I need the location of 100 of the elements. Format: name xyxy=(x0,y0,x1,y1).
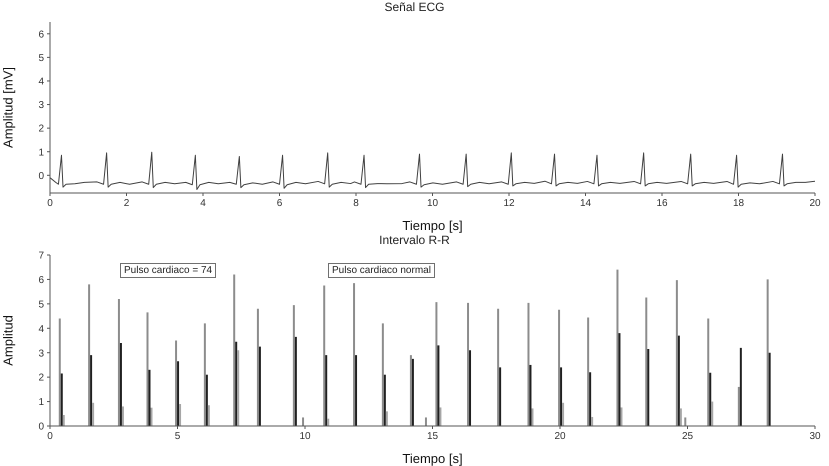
bar xyxy=(62,415,65,426)
x-tick-label: 10 xyxy=(299,431,311,442)
y-tick-label: 5 xyxy=(38,299,44,310)
x-tick-label: 12 xyxy=(503,198,515,210)
bar xyxy=(497,308,500,426)
bar xyxy=(562,402,564,426)
bar xyxy=(531,408,534,426)
bar xyxy=(386,411,388,426)
bar xyxy=(410,355,412,426)
x-tick-label: 4 xyxy=(200,198,206,210)
bar xyxy=(88,284,90,426)
y-tick-label: 0 xyxy=(38,170,44,182)
y-tick-label: 6 xyxy=(38,29,44,40)
bar xyxy=(122,406,124,426)
bar xyxy=(382,323,384,426)
y-axis-title: Amplitud [mV] xyxy=(0,67,16,148)
bar xyxy=(684,417,686,426)
bar xyxy=(58,318,61,426)
y-tick-label: 7 xyxy=(38,250,44,262)
x-tick-label: 6 xyxy=(276,198,283,210)
bar xyxy=(353,283,356,426)
x-axis-title: Tiempo [s] xyxy=(402,218,463,233)
bar xyxy=(204,323,206,426)
bar xyxy=(439,407,442,426)
bar xyxy=(560,367,562,426)
bar xyxy=(424,417,427,426)
bar xyxy=(118,298,120,426)
x-tick-label: 8 xyxy=(353,198,360,210)
x-tick-label: 30 xyxy=(809,431,821,442)
y-tick-label: 1 xyxy=(38,147,44,158)
bar xyxy=(645,298,648,426)
y-tick-label: 5 xyxy=(38,52,44,64)
x-tick-label: 14 xyxy=(580,198,592,210)
bar xyxy=(707,318,710,426)
x-tick-label: 15 xyxy=(426,431,438,442)
bar xyxy=(120,342,122,426)
bar xyxy=(768,352,771,426)
bar xyxy=(384,374,386,426)
bar xyxy=(258,346,261,426)
bar xyxy=(235,342,238,426)
bar xyxy=(208,405,210,426)
bar xyxy=(294,336,297,426)
bar xyxy=(233,274,236,426)
bar xyxy=(148,370,150,426)
annotation: Pulso cardiaco normal xyxy=(328,263,435,278)
bar xyxy=(620,407,622,426)
bar xyxy=(738,386,740,426)
annotation: Pulso cardiaco = 74 xyxy=(120,263,216,278)
x-tick-label: 2 xyxy=(124,198,130,210)
bar xyxy=(587,318,590,426)
x-tick-label: 20 xyxy=(554,431,566,442)
x-tick-label: 0 xyxy=(47,198,54,210)
bar xyxy=(680,408,682,426)
chart-title: Intervalo R-R xyxy=(378,233,451,249)
x-tick-label: 10 xyxy=(426,198,438,210)
bar xyxy=(740,348,742,426)
y-tick-label: 3 xyxy=(38,348,44,360)
bar xyxy=(323,286,326,426)
bar xyxy=(618,333,620,426)
bar xyxy=(435,302,438,426)
bar xyxy=(616,270,618,426)
bar xyxy=(292,305,295,426)
y-tick-label: 3 xyxy=(38,100,44,112)
bar xyxy=(179,404,182,426)
line-series xyxy=(50,152,815,190)
bar xyxy=(766,279,769,426)
bar xyxy=(711,402,714,426)
y-tick-label: 1 xyxy=(38,397,44,408)
bar xyxy=(591,416,594,426)
bar xyxy=(60,373,63,426)
y-tick-label: 4 xyxy=(38,76,44,88)
bar xyxy=(558,310,560,426)
y-tick-label: 2 xyxy=(38,372,44,384)
bar xyxy=(469,350,472,426)
bar xyxy=(709,372,712,426)
bar xyxy=(676,280,678,426)
x-axis-title: Tiempo [s] xyxy=(402,451,463,466)
x-tick-label: 18 xyxy=(732,198,744,210)
bar xyxy=(437,345,440,426)
x-tick-label: 20 xyxy=(809,198,821,210)
y-axis-title: Amplitud xyxy=(0,315,16,366)
bar xyxy=(529,364,532,426)
y-tick-label: 0 xyxy=(38,422,44,433)
bar xyxy=(256,308,259,426)
bar xyxy=(412,358,414,426)
x-tick-label: 5 xyxy=(174,431,181,442)
bar xyxy=(527,302,530,426)
bar xyxy=(647,349,650,426)
x-tick-label: 16 xyxy=(656,198,668,210)
bar xyxy=(355,355,358,426)
bar xyxy=(325,355,328,426)
x-tick-label: 0 xyxy=(47,431,54,442)
bar xyxy=(678,336,680,426)
bar xyxy=(146,312,148,426)
bar xyxy=(302,417,304,426)
bar xyxy=(499,367,502,426)
bar xyxy=(327,418,330,426)
bar xyxy=(237,350,240,426)
chart-title: Señal ECG xyxy=(383,0,446,16)
y-tick-label: 4 xyxy=(38,324,44,335)
